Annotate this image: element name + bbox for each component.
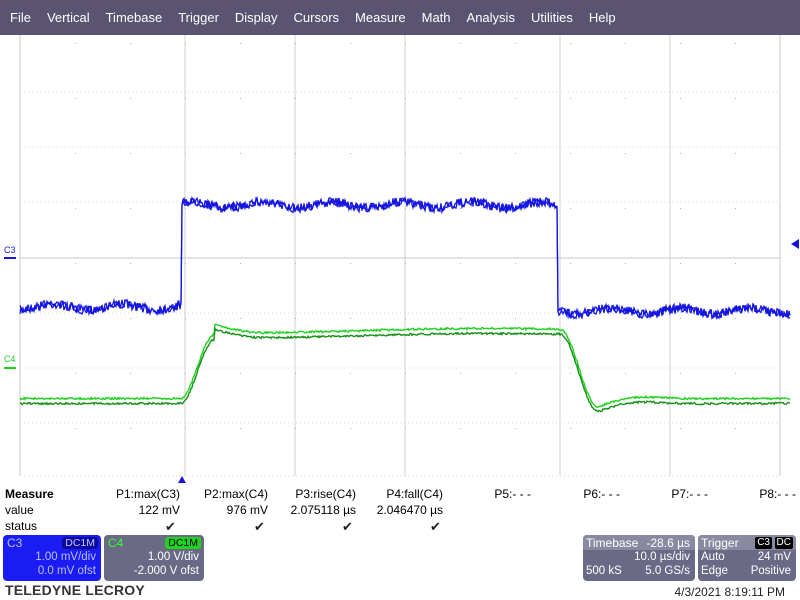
c4-offset: -2.000 V ofst (133, 565, 199, 577)
timebase-sample-rate: 5.0 GS/s (645, 565, 690, 577)
trigger-mode: Auto (701, 551, 725, 563)
c3-channel-panel[interactable]: C3 DC1M 1.00 mV/div 0.0 mV ofst (3, 535, 101, 581)
param-p4-status-check-icon: ✔ (430, 519, 441, 534)
param-p3-status-check-icon: ✔ (342, 519, 353, 534)
timebase-title: Timebase (586, 536, 639, 550)
grid-lines (19, 35, 781, 477)
param-p5-name[interactable]: P5:- - - (494, 487, 531, 501)
c4-volts-per-div: 1.00 V/div (147, 551, 199, 563)
brand-logo: TELEDYNE LECROY (5, 582, 145, 598)
param-p3-value: 2.075118 µs (290, 503, 356, 517)
c3-offset: 0.0 mV ofst (37, 565, 96, 577)
grid-dots (75, 43, 736, 429)
measure-status-row: status ✔ ✔ ✔ ✔ (0, 519, 800, 535)
menu-measure[interactable]: Measure (355, 10, 406, 25)
param-p4-value: 2.046470 µs (376, 503, 443, 517)
menu-timebase[interactable]: Timebase (105, 10, 163, 25)
menu-cursors[interactable]: Cursors (293, 10, 340, 25)
menu-trigger[interactable]: Trigger (178, 10, 219, 25)
c4-trace-band (20, 326, 791, 413)
timebase-panel[interactable]: Timebase -28.6 µs 10.0 µs/div 500 kS 5.0… (583, 535, 695, 581)
status-row-label: status (5, 519, 38, 533)
measure-title: Measure (5, 487, 54, 501)
param-p7-name[interactable]: P7:- - - (671, 487, 708, 501)
measure-header-row: Measure P1:max(C3) P2:max(C4) P3:rise(C4… (0, 487, 800, 503)
value-row-label: value (5, 503, 34, 517)
trigger-level: 24 mV (757, 551, 791, 563)
menu-file[interactable]: File (10, 10, 31, 25)
trigger-level-arrow (791, 239, 799, 249)
c4-ground-marker-label: C4 (4, 354, 16, 364)
param-p1-value: 122 mV (138, 503, 180, 517)
c3-panel-title: C3 (7, 536, 23, 550)
trigger-coupling-badge: DC (774, 537, 793, 549)
waveform-display: C3 C4 (4, 35, 799, 483)
trigger-type: Edge (701, 565, 728, 577)
trigger-panel[interactable]: Trigger C3 DC Auto 24 mV Edge Positive (698, 535, 796, 581)
datetime-display: 4/3/2021 8:19:11 PM (674, 585, 785, 599)
param-p2-value: 976 mV (226, 503, 268, 517)
param-p1-status-check-icon: ✔ (165, 519, 176, 534)
trigger-position-arrow (178, 476, 186, 483)
timebase-time-per-div: 10.0 µs/div (634, 551, 690, 563)
c4-panel-title: C4 (108, 536, 124, 550)
c4-coupling-badge: DC1M (165, 537, 201, 549)
param-p2-status-check-icon: ✔ (254, 519, 265, 534)
timebase-header: Timebase -28.6 µs (583, 535, 695, 550)
param-p3-name[interactable]: P3:rise(C4) (295, 487, 356, 501)
c3-ground-marker-label: C3 (4, 245, 16, 255)
menu-display[interactable]: Display (234, 10, 278, 25)
menu-bar: File Vertical Timebase Trigger Display C… (0, 0, 800, 35)
menu-vertical[interactable]: Vertical (46, 10, 90, 25)
measure-table[interactable]: Measure P1:max(C3) P2:max(C4) P3:rise(C4… (0, 487, 800, 535)
trigger-title: Trigger (701, 536, 739, 550)
waveform-grid[interactable]: C3 C4 (0, 35, 800, 483)
measure-value-row: value 122 mV 976 mV 2.075118 µs 2.046470… (0, 503, 800, 519)
param-p8-name[interactable]: P8:- - - (759, 487, 796, 501)
param-p4-name[interactable]: P4:fall(C4) (386, 487, 443, 501)
c3-volts-per-div: 1.00 mV/div (35, 551, 96, 563)
c4-channel-panel[interactable]: C4 DC1M 1.00 V/div -2.000 V ofst (104, 535, 204, 581)
menu-help[interactable]: Help (588, 10, 616, 25)
param-p1-name[interactable]: P1:max(C3) (115, 487, 180, 501)
menu-analysis[interactable]: Analysis (466, 10, 515, 25)
timebase-delay: -28.6 µs (646, 536, 690, 550)
menu-math[interactable]: Math (421, 10, 451, 25)
menu-utilities[interactable]: Utilities (530, 10, 573, 25)
timebase-sample-count: 500 kS (586, 565, 622, 577)
c4-panel-header: C4 DC1M (104, 535, 204, 550)
param-p2-name[interactable]: P2:max(C4) (203, 487, 268, 501)
c3-coupling-badge: DC1M (62, 537, 98, 549)
trigger-source-badge: C3 (755, 537, 772, 549)
c4-trace (19, 323, 791, 409)
param-p6-name[interactable]: P6:- - - (583, 487, 620, 501)
trigger-header: Trigger C3 DC (698, 535, 796, 550)
c3-trace-noise (19, 195, 791, 320)
trigger-slope: Positive (750, 565, 791, 577)
